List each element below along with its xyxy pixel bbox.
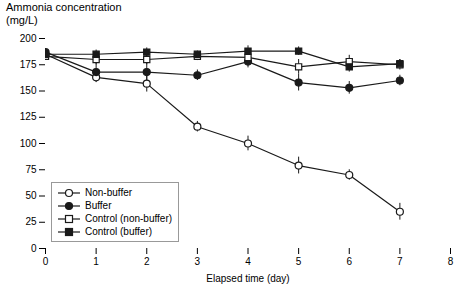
html-text:Buffer: Buffer <box>85 200 112 211</box>
svg-text:3: 3 <box>195 256 201 267</box>
svg-text:125: 125 <box>20 111 37 122</box>
html-text:Non-buffer: Non-buffer <box>85 187 133 198</box>
svg-text:150: 150 <box>20 85 37 96</box>
svg-text:0: 0 <box>43 256 49 267</box>
svg-text:75: 75 <box>25 164 37 175</box>
svg-text:1: 1 <box>93 256 99 267</box>
svg-text:2: 2 <box>144 256 150 267</box>
svg-text:100: 100 <box>20 138 37 149</box>
svg-text:175: 175 <box>20 59 37 70</box>
svg-text:6: 6 <box>346 256 352 267</box>
svg-text:5: 5 <box>296 256 302 267</box>
html-text:Ammonia concentration (mg/L): Ammonia concentration (mg/L) <box>6 1 122 26</box>
svg-text:0: 0 <box>31 243 37 254</box>
html-text:Control (buffer): Control (buffer) <box>85 226 153 237</box>
html-text:Control (non-buffer): Control (non-buffer) <box>85 213 173 224</box>
svg-text:4: 4 <box>245 256 251 267</box>
svg-text:Elapsed time (day): Elapsed time (day) <box>206 273 289 284</box>
svg-text:200: 200 <box>20 33 37 44</box>
svg-text:7: 7 <box>397 256 403 267</box>
svg-text:50: 50 <box>25 190 37 201</box>
svg-text:25: 25 <box>25 216 37 227</box>
svg-text:8: 8 <box>448 256 454 267</box>
